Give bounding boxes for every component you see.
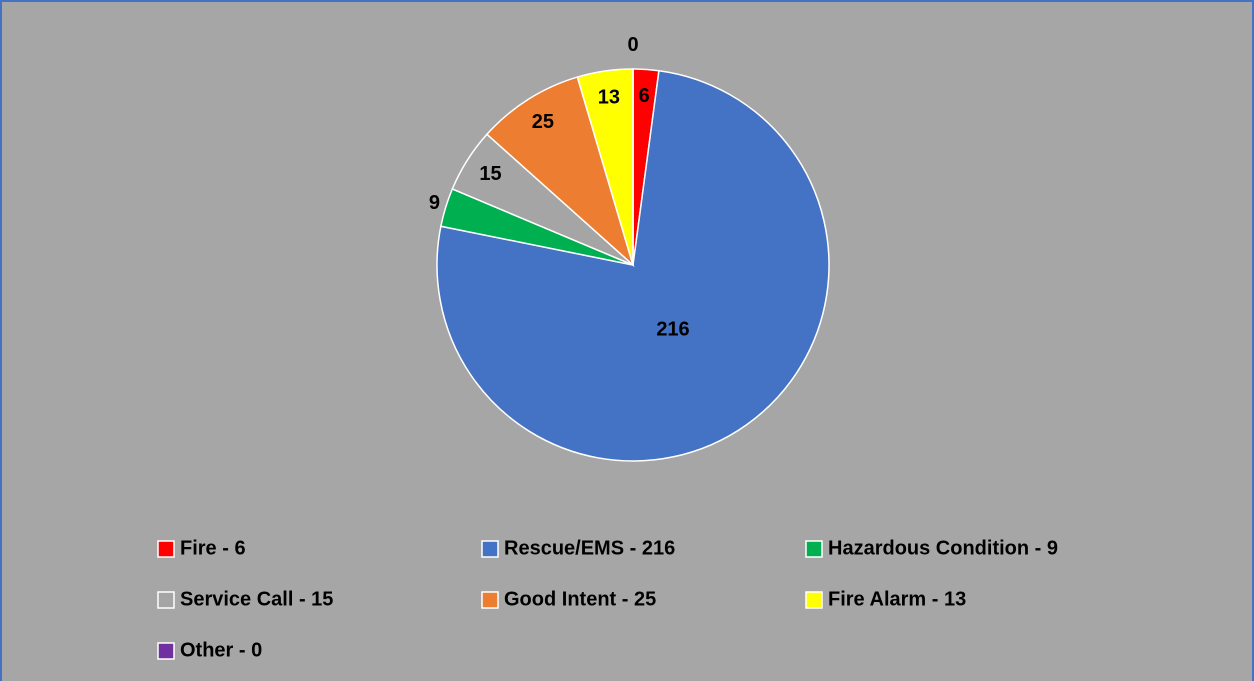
legend-swatch bbox=[481, 591, 499, 609]
legend-label: Good Intent - 25 bbox=[504, 588, 656, 610]
pie-slice bbox=[485, 76, 635, 268]
legend-swatch bbox=[805, 540, 823, 558]
data-label: 0 bbox=[627, 34, 638, 56]
legend-swatch bbox=[481, 540, 499, 558]
legend-label: Rescue/EMS - 216 bbox=[504, 537, 675, 559]
legend-label: Hazardous Condition - 9 bbox=[828, 537, 1058, 559]
data-label: 9 bbox=[429, 192, 440, 214]
legend-swatch bbox=[157, 540, 175, 558]
legend-label: Fire - 6 bbox=[180, 537, 246, 559]
legend-label: Other - 0 bbox=[180, 639, 262, 661]
legend-swatch bbox=[157, 591, 175, 609]
data-label: 25 bbox=[532, 111, 554, 133]
legend-swatch bbox=[157, 642, 175, 660]
data-label: 6 bbox=[639, 85, 650, 107]
legend-label: Fire Alarm - 13 bbox=[828, 588, 966, 610]
data-label: 216 bbox=[656, 318, 689, 340]
legend-swatch bbox=[805, 591, 823, 609]
legend-label: Service Call - 15 bbox=[180, 588, 333, 610]
data-label: 13 bbox=[598, 86, 620, 108]
data-label: 15 bbox=[479, 163, 501, 185]
